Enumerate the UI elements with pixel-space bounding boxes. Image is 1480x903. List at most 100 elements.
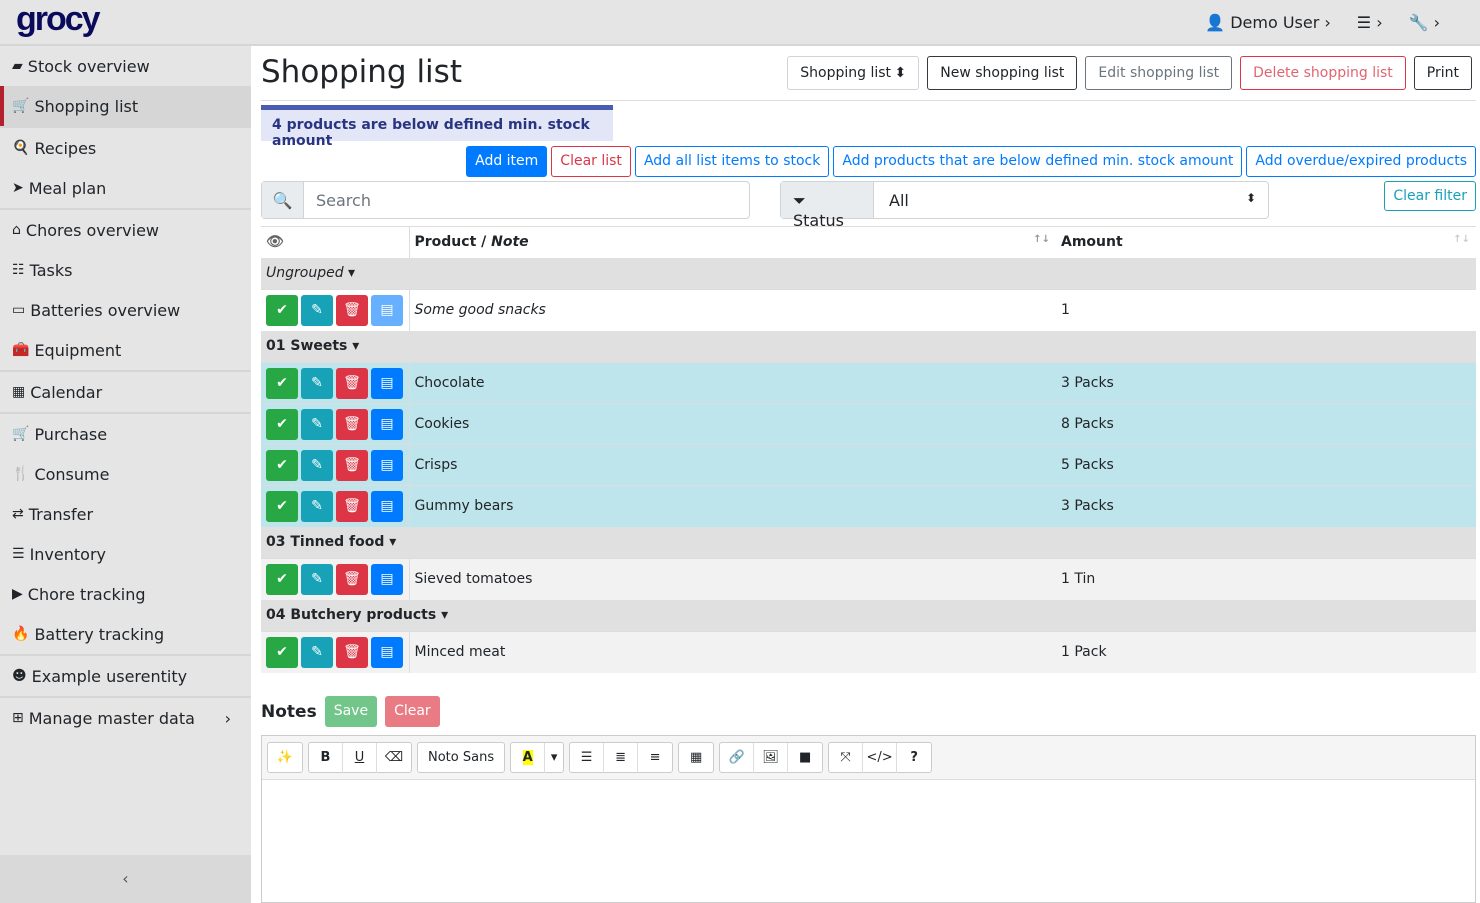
edit-icon[interactable]: ✎ bbox=[301, 563, 333, 595]
sidebar-item-label: Batteries overview bbox=[30, 300, 181, 320]
font-select[interactable]: Noto Sans bbox=[428, 750, 495, 765]
group-row[interactable]: 04 Butchery products ▾ bbox=[261, 599, 1476, 632]
trash-icon[interactable]: 🗑 bbox=[336, 490, 368, 522]
sidebar-item[interactable]: 🍳 Recipes bbox=[0, 128, 251, 168]
group-row[interactable]: Ungrouped ▾ bbox=[261, 257, 1476, 290]
home-icon: ⌂ bbox=[12, 222, 21, 238]
new-shopping-list-button[interactable]: New shopping list bbox=[927, 56, 1078, 90]
column-header-product[interactable]: Product / Note ↑↓ bbox=[408, 226, 1056, 258]
delete-shopping-list-button[interactable]: Delete shopping list bbox=[1240, 56, 1406, 90]
notes-editor[interactable]: ✨ B U ⌫ Noto Sans A ▾ ☰ ≣ ≡ ▦ 🔗 🖼 ■ ⤧ </>? bbox=[261, 735, 1476, 903]
add-to-stock-icon[interactable]: ▤ bbox=[371, 367, 403, 399]
edit-shopping-list-button[interactable]: Edit shopping list bbox=[1085, 56, 1233, 90]
edit-icon[interactable]: ✎ bbox=[301, 367, 333, 399]
trash-icon[interactable]: 🗑 bbox=[336, 563, 368, 595]
check-icon[interactable]: ✔ bbox=[266, 490, 298, 522]
align-icon[interactable]: ≡ bbox=[649, 750, 661, 765]
fullscreen-icon[interactable]: ⤧ bbox=[829, 743, 864, 773]
group-name: 01 Sweets bbox=[266, 338, 348, 355]
underline-button[interactable]: U bbox=[343, 743, 377, 773]
video-icon[interactable]: ■ bbox=[798, 750, 812, 765]
check-icon[interactable]: ✔ bbox=[266, 367, 298, 399]
code-view-icon[interactable]: </> bbox=[863, 743, 898, 773]
user-menu[interactable]: 👤 Demo User › bbox=[1205, 13, 1331, 32]
unordered-list-icon[interactable]: ☰ bbox=[570, 743, 605, 773]
ordered-list-icon[interactable]: ≣ bbox=[604, 743, 639, 773]
sidebar-item[interactable]: ⇄ Transfer bbox=[0, 494, 251, 534]
add-to-stock-icon[interactable]: ▤ bbox=[371, 449, 403, 481]
wrench-icon[interactable]: 🔧 › bbox=[1408, 13, 1440, 32]
add-to-stock-icon[interactable]: ▤ bbox=[371, 294, 403, 326]
sidebar-item[interactable]: ⌂ Chores overview bbox=[0, 210, 251, 250]
group-row[interactable]: 01 Sweets ▾ bbox=[261, 330, 1476, 363]
sidebar-item[interactable]: 🍴 Consume bbox=[0, 454, 251, 494]
sidebar-item[interactable]: ☷ Tasks bbox=[0, 250, 251, 290]
edit-icon[interactable]: ✎ bbox=[301, 449, 333, 481]
check-icon[interactable]: ✔ bbox=[266, 294, 298, 326]
column-visibility-icon[interactable]: 👁 bbox=[261, 226, 409, 258]
grocy-logo[interactable]: grocy bbox=[16, 0, 101, 38]
sidebar-item[interactable]: 🧰 Equipment bbox=[0, 330, 251, 370]
add-to-stock-icon[interactable]: ▤ bbox=[371, 490, 403, 522]
check-icon[interactable]: ✔ bbox=[266, 636, 298, 668]
sidebar-item-label: Meal plan bbox=[28, 178, 107, 198]
sidebar-item[interactable]: ▶ Chore tracking bbox=[0, 574, 251, 614]
add-all-to-stock-button[interactable]: Add all list items to stock bbox=[634, 146, 830, 177]
color-dropdown-icon[interactable]: ▾ bbox=[550, 750, 558, 765]
group-row[interactable]: 03 Tinned food ▾ bbox=[261, 526, 1476, 559]
bold-button[interactable]: B bbox=[309, 743, 343, 773]
sidebar-item[interactable]: ➤ Meal plan bbox=[0, 168, 251, 208]
column-header-amount[interactable]: Amount ↑↓ bbox=[1056, 226, 1476, 258]
add-below-min-button[interactable]: Add products that are below defined min.… bbox=[833, 146, 1243, 177]
check-icon[interactable]: ✔ bbox=[266, 449, 298, 481]
clear-notes-button[interactable]: Clear bbox=[385, 696, 440, 727]
trash-icon[interactable]: 🗑 bbox=[336, 294, 368, 326]
table-row: ✔ ✎ 🗑 ▤ Gummy bears 3 Packs bbox=[261, 485, 1476, 527]
below-min-stock-alert[interactable]: 4 products are below defined min. stock … bbox=[261, 105, 613, 149]
print-button[interactable]: Print bbox=[1413, 56, 1472, 90]
status-filter[interactable]: ⏷ Status All ⬍ bbox=[780, 181, 1269, 230]
eraser-icon[interactable]: ⌫ bbox=[384, 750, 404, 765]
save-notes-button[interactable]: Save bbox=[324, 696, 378, 727]
sidebar-item[interactable]: ▦ Calendar bbox=[0, 372, 251, 412]
search-input[interactable]: 🔍 Search bbox=[261, 181, 750, 219]
sidebar-item[interactable]: ☻ Example userentity bbox=[0, 656, 251, 696]
settings-menu-icon[interactable]: ☰ › bbox=[1356, 13, 1383, 32]
clear-list-button[interactable]: Clear list bbox=[551, 146, 631, 177]
add-item-button[interactable]: Add item bbox=[466, 146, 548, 177]
sidebar-item[interactable]: ☰ Inventory bbox=[0, 534, 251, 574]
trash-icon[interactable]: 🗑 bbox=[336, 408, 368, 440]
link-icon[interactable]: 🔗 bbox=[720, 743, 755, 773]
trash-icon[interactable]: 🗑 bbox=[336, 367, 368, 399]
magic-icon[interactable]: ✨ bbox=[276, 750, 294, 765]
add-to-stock-icon[interactable]: ▤ bbox=[371, 636, 403, 668]
add-overdue-button[interactable]: Add overdue/expired products bbox=[1246, 146, 1476, 177]
image-icon[interactable]: 🖼 bbox=[754, 743, 789, 773]
status-value: All bbox=[889, 191, 909, 210]
table-icon[interactable]: ▦ bbox=[689, 750, 703, 765]
edit-icon[interactable]: ✎ bbox=[301, 636, 333, 668]
help-icon[interactable]: ? bbox=[910, 750, 918, 765]
sidebar-divider bbox=[0, 654, 251, 656]
trash-icon[interactable]: 🗑 bbox=[336, 449, 368, 481]
edit-icon[interactable]: ✎ bbox=[301, 408, 333, 440]
utensils-icon: 🍴 bbox=[12, 466, 30, 482]
edit-icon[interactable]: ✎ bbox=[301, 490, 333, 522]
sidebar-item[interactable]: 🛒 Purchase bbox=[0, 414, 251, 454]
sidebar-item[interactable]: ▭ Batteries overview bbox=[0, 290, 251, 330]
sidebar-item[interactable]: ▰ Stock overview bbox=[0, 46, 251, 86]
check-icon[interactable]: ✔ bbox=[266, 563, 298, 595]
sidebar-item[interactable]: 🔥 Battery tracking bbox=[0, 614, 251, 654]
add-to-stock-icon[interactable]: ▤ bbox=[371, 408, 403, 440]
edit-icon[interactable]: ✎ bbox=[301, 294, 333, 326]
check-icon[interactable]: ✔ bbox=[266, 408, 298, 440]
sidebar-item[interactable]: 🛒 Shopping list bbox=[0, 86, 251, 126]
clear-filter-button[interactable]: Clear filter bbox=[1384, 181, 1476, 211]
color-button[interactable]: A bbox=[511, 743, 546, 773]
calendar-icon: ▦ bbox=[12, 384, 26, 400]
add-to-stock-icon[interactable]: ▤ bbox=[371, 563, 403, 595]
trash-icon[interactable]: 🗑 bbox=[336, 636, 368, 668]
sidebar-item[interactable]: ⊞ Manage master data › bbox=[12, 708, 231, 728]
collapse-sidebar-button[interactable]: ‹ bbox=[0, 855, 251, 903]
shopping-list-select[interactable]: Shopping list ⬍ bbox=[787, 56, 920, 90]
